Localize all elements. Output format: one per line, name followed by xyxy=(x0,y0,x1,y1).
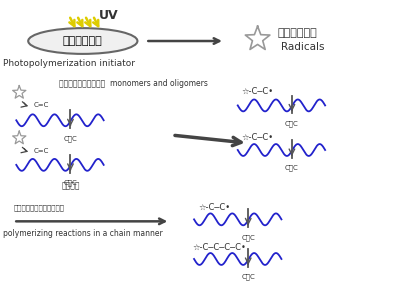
Text: C＝C: C＝C xyxy=(64,180,77,186)
Text: ☆-C─C•: ☆-C─C• xyxy=(198,203,230,212)
Text: 連鎖的に連鎖反応が始まる: 連鎖的に連鎖反応が始まる xyxy=(13,205,64,211)
Text: Radicals: Radicals xyxy=(282,42,325,52)
Text: C＝C: C＝C xyxy=(241,274,255,281)
Text: C＝C: C＝C xyxy=(285,165,299,172)
Text: C=C: C=C xyxy=(33,148,48,154)
Text: ラジカル生成: ラジカル生成 xyxy=(278,28,317,38)
Text: 不飽和基: 不飽和基 xyxy=(61,182,80,191)
Text: UV: UV xyxy=(99,9,118,22)
Text: 光重合開始剤: 光重合開始剤 xyxy=(63,36,103,46)
Text: C=C: C=C xyxy=(33,102,48,108)
Ellipse shape xyxy=(28,28,138,54)
Text: C＝C: C＝C xyxy=(285,120,299,127)
Text: ☆-C─C─C─C•: ☆-C─C─C─C• xyxy=(192,243,246,252)
Text: Photopolymerization initiator: Photopolymerization initiator xyxy=(3,59,135,68)
Text: ☆-C─C•: ☆-C─C• xyxy=(242,87,274,96)
Text: polymerizing reactions in a chain manner: polymerizing reactions in a chain manner xyxy=(3,229,163,238)
Text: C＝C: C＝C xyxy=(64,135,77,142)
Text: モノマー・オリゴマー  monomers and oligomers: モノマー・オリゴマー monomers and oligomers xyxy=(59,79,208,88)
Text: ☆-C─C•: ☆-C─C• xyxy=(242,133,274,142)
Text: C＝C: C＝C xyxy=(241,234,255,241)
